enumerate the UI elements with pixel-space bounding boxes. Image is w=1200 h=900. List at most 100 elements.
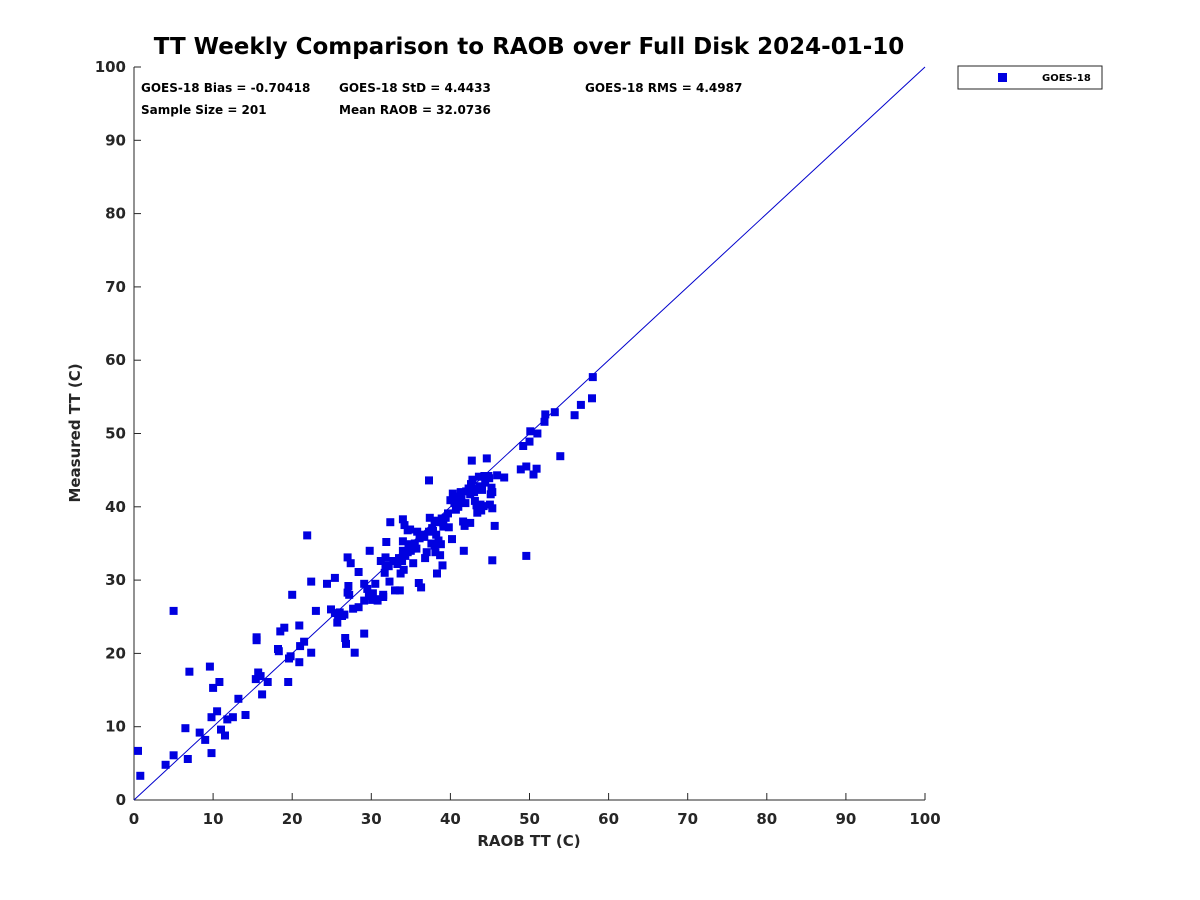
- data-point: [522, 462, 531, 471]
- data-point: [417, 583, 426, 592]
- x-tick-label: 50: [519, 810, 540, 828]
- data-point: [436, 551, 445, 560]
- data-point: [404, 540, 413, 549]
- data-point: [274, 647, 283, 656]
- data-point: [570, 411, 579, 420]
- data-point: [444, 523, 453, 532]
- data-point: [343, 553, 352, 562]
- data-point: [368, 589, 377, 598]
- data-point: [430, 541, 439, 550]
- x-tick-label: 40: [440, 810, 461, 828]
- data-point: [413, 527, 422, 536]
- data-point: [252, 636, 261, 645]
- bias-stat: GOES-18 Bias = -0.70418: [141, 81, 310, 95]
- data-point: [183, 755, 192, 763]
- data-point: [448, 489, 457, 498]
- data-point: [467, 480, 475, 489]
- data-point: [516, 465, 525, 474]
- data-point: [169, 751, 178, 760]
- data-point: [485, 474, 494, 483]
- y-axis-label: Measured TT (C): [66, 363, 84, 502]
- data-point: [488, 488, 497, 497]
- data-point: [380, 568, 389, 577]
- data-point: [373, 596, 382, 605]
- data-point: [481, 478, 490, 487]
- data-point: [425, 513, 434, 522]
- data-point: [430, 516, 439, 525]
- data-point: [398, 546, 407, 555]
- data-point: [460, 521, 469, 530]
- data-point: [217, 725, 225, 734]
- stats-annotations: GOES-18 Bias = -0.70418 GOES-18 StD = 4.…: [141, 81, 742, 117]
- data-point: [384, 562, 393, 571]
- data-point: [258, 690, 267, 699]
- data-point: [556, 452, 565, 461]
- data-point: [480, 472, 489, 480]
- data-point: [349, 604, 358, 613]
- data-point: [490, 521, 499, 530]
- x-tick-label: 10: [203, 810, 224, 828]
- data-point: [207, 749, 216, 758]
- x-tick-label: 100: [909, 810, 940, 828]
- y-tick-label: 100: [95, 58, 126, 76]
- x-tick-label: 80: [756, 810, 777, 828]
- data-point: [451, 505, 460, 514]
- data-point: [398, 515, 407, 524]
- data-point: [376, 557, 385, 565]
- data-point: [201, 735, 210, 744]
- data-point: [400, 521, 409, 530]
- data-point: [288, 590, 297, 599]
- data-point: [550, 408, 559, 417]
- data-point: [403, 526, 412, 535]
- data-point: [251, 675, 260, 684]
- data-point: [215, 678, 224, 686]
- y-tick-label: 30: [105, 571, 126, 589]
- data-point: [576, 400, 585, 409]
- data-point: [459, 546, 468, 555]
- x-tick-label: 70: [677, 810, 698, 828]
- data-point: [363, 584, 372, 593]
- y-ticks: 0 10 20 30 40 50 60 70 80 90 100: [95, 58, 141, 809]
- data-point: [468, 475, 477, 484]
- data-point: [455, 496, 464, 505]
- x-tick-label: 90: [835, 810, 856, 828]
- data-point: [223, 715, 232, 724]
- y-tick-label: 40: [105, 498, 126, 516]
- data-point: [425, 527, 433, 536]
- data-point: [161, 760, 170, 769]
- data-point: [136, 771, 145, 780]
- x-ticks: 0 10 20 30 40 50 60 70 80 90 100: [129, 793, 941, 828]
- data-point: [414, 579, 423, 587]
- data-point: [459, 517, 468, 526]
- data-point: [522, 551, 531, 560]
- data-point: [444, 509, 452, 518]
- data-point: [241, 711, 250, 719]
- data-point: [346, 559, 355, 568]
- data-point: [228, 713, 237, 722]
- y-tick-label: 0: [116, 791, 126, 809]
- data-point: [431, 548, 440, 557]
- data-point: [409, 559, 418, 568]
- mean-raob-stat: Mean RAOB = 32.0736: [339, 103, 491, 117]
- data-point: [379, 593, 388, 601]
- data-point: [393, 560, 402, 568]
- data-point: [487, 483, 496, 492]
- data-point: [342, 639, 350, 648]
- data-point: [477, 506, 486, 515]
- data-point: [470, 496, 479, 505]
- data-point: [420, 532, 429, 541]
- data-point: [330, 573, 339, 582]
- y-tick-label: 70: [105, 278, 126, 296]
- x-tick-label: 0: [129, 810, 139, 828]
- data-point: [256, 672, 265, 681]
- data-point: [341, 634, 350, 642]
- data-point: [344, 582, 353, 590]
- data-point: [213, 707, 222, 716]
- x-tick-label: 60: [598, 810, 619, 828]
- data-point: [134, 746, 142, 755]
- data-point: [284, 678, 293, 686]
- data-point: [385, 577, 394, 586]
- data-point: [456, 488, 465, 497]
- y-tick-label: 50: [105, 425, 126, 443]
- data-point: [371, 579, 380, 588]
